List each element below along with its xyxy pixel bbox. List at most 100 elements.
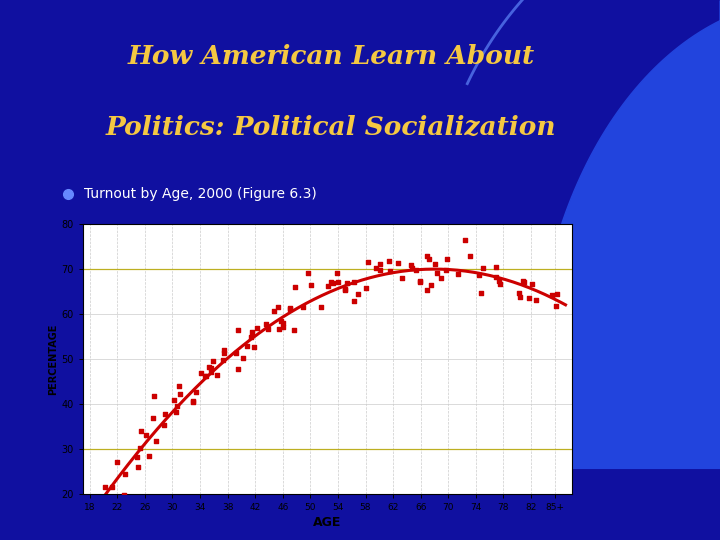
- Point: [150, 436, 162, 445]
- Text: How American Learn About: How American Learn About: [127, 44, 535, 69]
- Point: [95, 522, 107, 531]
- Point: [384, 267, 396, 275]
- Point: [490, 273, 502, 281]
- Point: [322, 281, 333, 290]
- Point: [277, 322, 289, 331]
- Point: [530, 296, 541, 305]
- Point: [262, 325, 274, 333]
- Point: [218, 346, 230, 354]
- Point: [284, 303, 296, 312]
- Point: [518, 276, 529, 285]
- Point: [297, 302, 309, 311]
- Point: [518, 278, 530, 286]
- Point: [199, 372, 211, 380]
- Point: [106, 483, 117, 491]
- Point: [94, 500, 105, 508]
- Point: [190, 388, 202, 397]
- Point: [232, 364, 243, 373]
- Point: [171, 401, 183, 410]
- Point: [135, 427, 147, 435]
- Point: [328, 279, 339, 287]
- Point: [81, 514, 93, 522]
- Point: [248, 342, 260, 351]
- Point: [251, 324, 263, 333]
- Point: [410, 265, 422, 274]
- Point: [315, 303, 326, 312]
- Point: [284, 305, 296, 313]
- Point: [415, 276, 426, 285]
- Point: [144, 452, 156, 461]
- Point: [269, 306, 280, 315]
- Point: [159, 410, 171, 418]
- Point: [526, 280, 538, 288]
- Point: [120, 469, 131, 478]
- Point: [352, 289, 364, 298]
- Point: [475, 288, 487, 297]
- Point: [325, 278, 337, 287]
- Point: [423, 254, 435, 263]
- Point: [523, 294, 534, 302]
- Point: [173, 381, 184, 390]
- Point: [513, 289, 525, 298]
- Point: [374, 259, 386, 268]
- Point: [118, 491, 130, 500]
- Point: [436, 273, 447, 282]
- Point: [96, 498, 107, 507]
- Point: [348, 296, 359, 305]
- Point: [261, 320, 272, 328]
- Point: [421, 252, 433, 261]
- Point: [132, 452, 143, 461]
- Point: [495, 280, 506, 289]
- Point: [241, 341, 253, 350]
- Point: [206, 368, 217, 377]
- Point: [148, 392, 160, 401]
- Point: [147, 413, 158, 422]
- Point: [397, 274, 408, 282]
- Point: [421, 286, 433, 295]
- Point: [339, 286, 351, 294]
- Point: [288, 326, 300, 335]
- Point: [272, 302, 284, 311]
- Point: [140, 431, 152, 440]
- Point: [111, 457, 122, 466]
- Point: [374, 265, 385, 274]
- Y-axis label: PERCENTAGE: PERCENTAGE: [49, 323, 58, 395]
- Point: [207, 357, 219, 366]
- Point: [339, 285, 351, 293]
- Point: [464, 252, 475, 260]
- Point: [230, 348, 241, 357]
- Point: [414, 278, 426, 286]
- Point: [341, 278, 353, 287]
- Point: [362, 257, 374, 266]
- Text: Turnout by Age, 2000 (Figure 6.3): Turnout by Age, 2000 (Figure 6.3): [84, 187, 318, 201]
- Point: [550, 301, 562, 310]
- Point: [441, 266, 452, 274]
- Point: [132, 462, 144, 471]
- Point: [514, 293, 526, 302]
- Point: [168, 396, 180, 404]
- Point: [206, 363, 217, 372]
- Text: Politics: Political Socialization: Politics: Political Socialization: [106, 115, 557, 140]
- Point: [302, 269, 314, 278]
- Point: [441, 255, 453, 264]
- Point: [383, 257, 395, 266]
- Point: [238, 353, 249, 362]
- Point: [217, 355, 229, 364]
- Point: [430, 260, 441, 268]
- Point: [187, 397, 199, 406]
- Point: [360, 284, 372, 293]
- Point: [218, 349, 230, 357]
- Point: [276, 319, 288, 327]
- Point: [274, 325, 285, 334]
- Point: [85, 507, 96, 515]
- Point: [452, 269, 464, 278]
- X-axis label: AGE: AGE: [313, 516, 342, 529]
- Point: [333, 278, 344, 287]
- Point: [405, 261, 417, 269]
- Point: [426, 280, 437, 289]
- Point: [552, 290, 563, 299]
- Point: [99, 482, 111, 491]
- Point: [477, 264, 488, 273]
- Point: [493, 277, 505, 286]
- Point: [546, 291, 557, 299]
